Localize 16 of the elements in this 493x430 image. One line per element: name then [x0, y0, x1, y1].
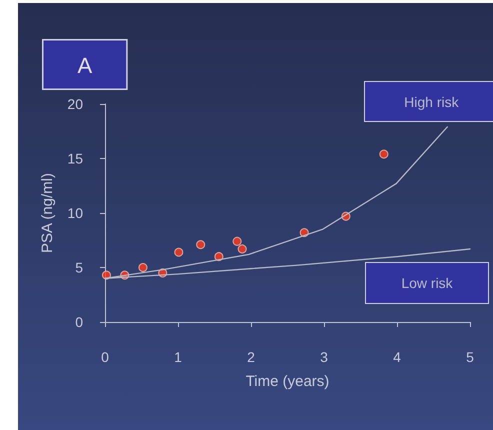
- x-tick-label: 4: [393, 349, 402, 365]
- x-tick-label: 2: [247, 349, 256, 365]
- text: A: [78, 53, 92, 78]
- y-axis-title: PSA (ng/ml): [39, 172, 56, 254]
- x-tick-label: 5: [466, 349, 474, 365]
- y-tick-label: 0: [75, 314, 84, 330]
- x-tick-label: 0: [101, 349, 110, 365]
- series-label: High risk: [404, 94, 460, 110]
- y-tick-label: 15: [67, 150, 84, 166]
- x-axis-title: Time (years): [246, 373, 330, 390]
- y-tick-label: 10: [67, 205, 84, 221]
- x-tick-label: 1: [174, 349, 182, 365]
- x-tick-label: 3: [320, 349, 328, 365]
- y-tick-label: 20: [67, 96, 84, 112]
- y-tick-label: 5: [75, 260, 84, 276]
- series-label: Low risk: [401, 274, 454, 291]
